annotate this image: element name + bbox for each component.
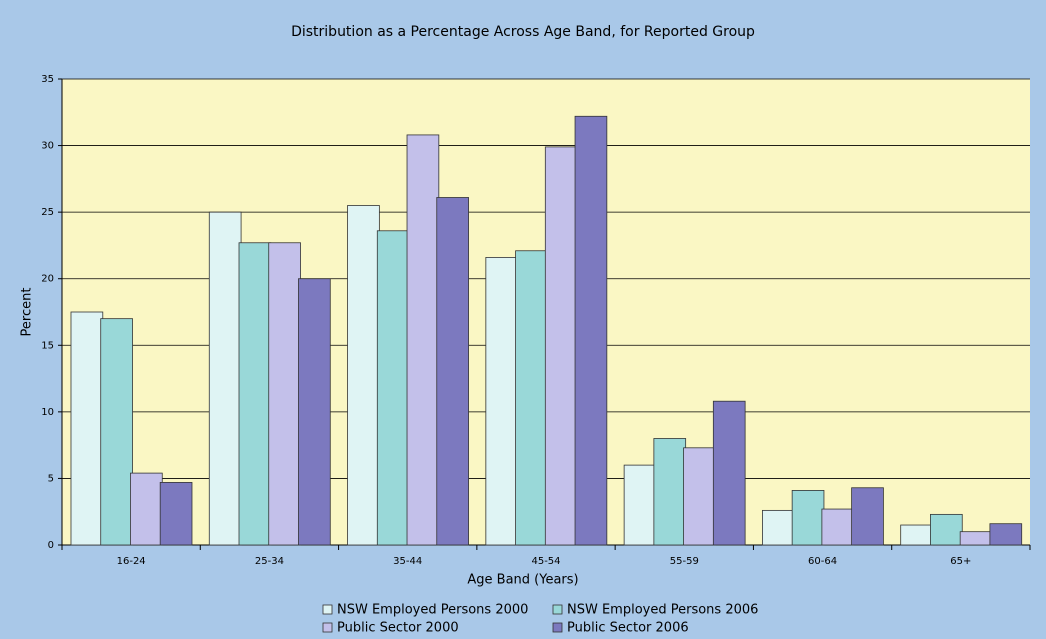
legend-label: Public Sector 2006 — [567, 621, 689, 636]
bar — [70, 311, 104, 546]
bar — [821, 508, 855, 546]
bar — [376, 230, 410, 546]
bar — [406, 134, 440, 546]
legend-swatch — [322, 604, 333, 615]
y-tick-label: 5 — [48, 473, 54, 484]
x-tick-label: 60-64 — [808, 556, 837, 567]
y-tick-label: 30 — [41, 141, 54, 152]
x-tick-label: 25-34 — [255, 556, 284, 567]
y-tick-label: 20 — [41, 274, 54, 285]
bar — [574, 115, 608, 546]
legend-swatch — [322, 622, 333, 633]
bar — [436, 197, 469, 546]
bar — [791, 490, 825, 546]
y-tick-label: 0 — [48, 540, 54, 551]
x-tick-label: 35-44 — [393, 556, 422, 567]
legend-swatch — [552, 604, 563, 615]
bar — [515, 250, 548, 546]
legend-label: NSW Employed Persons 2006 — [567, 603, 758, 618]
bar — [485, 257, 519, 546]
x-axis-label: Age Band (Years) — [467, 573, 578, 588]
bar — [653, 438, 687, 546]
bar — [159, 482, 193, 546]
bar — [683, 447, 716, 546]
y-tick-label: 35 — [41, 74, 54, 85]
x-tick-label: 16-24 — [117, 556, 146, 567]
bar — [130, 472, 163, 546]
bar — [762, 509, 795, 546]
bar — [238, 242, 272, 546]
bar — [900, 524, 933, 546]
bar — [347, 205, 380, 546]
y-tick-label: 15 — [41, 340, 54, 351]
bar — [930, 513, 963, 546]
y-axis-label: Percent — [20, 288, 35, 337]
chart-title: Distribution as a Percentage Across Age … — [291, 24, 755, 40]
x-tick-label: 65+ — [950, 556, 971, 567]
x-tick-label: 45-54 — [531, 556, 560, 567]
x-tick-label: 55-59 — [670, 556, 699, 567]
bar — [298, 278, 331, 546]
legend-label: Public Sector 2000 — [337, 621, 459, 636]
y-tick-label: 10 — [41, 407, 54, 418]
y-tick-label: 25 — [41, 207, 54, 218]
legend-swatch — [552, 622, 563, 633]
bar — [989, 523, 1023, 546]
bar — [959, 531, 993, 546]
bar — [623, 464, 657, 546]
bar — [208, 211, 242, 546]
bar — [268, 242, 301, 546]
bar — [544, 146, 578, 546]
bar — [100, 318, 133, 546]
legend-label: NSW Employed Persons 2000 — [337, 603, 528, 618]
bar — [851, 487, 884, 546]
bar — [712, 400, 746, 546]
